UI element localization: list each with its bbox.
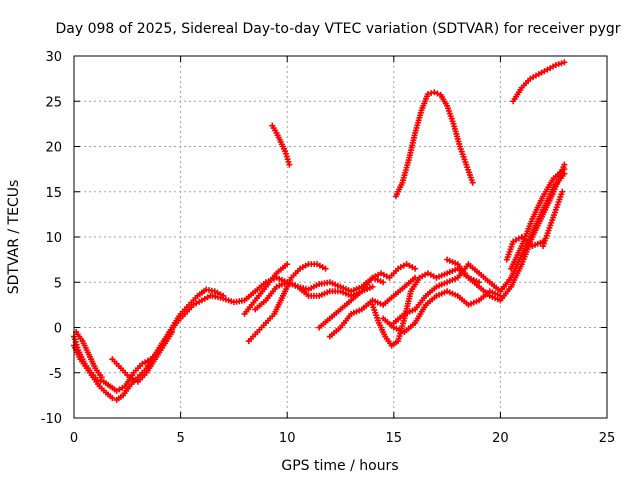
data-point xyxy=(552,62,559,69)
data-point xyxy=(284,261,291,268)
y-tick-label: -5 xyxy=(49,367,62,382)
data-point xyxy=(380,279,387,286)
data-point xyxy=(469,179,476,186)
data-point xyxy=(558,60,565,67)
data-series xyxy=(510,59,568,105)
y-tick-label: 15 xyxy=(45,186,62,201)
x-tick-label: 10 xyxy=(279,431,296,446)
grid xyxy=(74,56,607,418)
data-series xyxy=(316,261,419,331)
data-series xyxy=(497,170,568,295)
data-point xyxy=(431,89,438,96)
x-tick-label: 25 xyxy=(599,431,616,446)
data-series xyxy=(252,279,376,313)
data-point xyxy=(369,283,376,290)
data-point xyxy=(412,265,419,272)
data-series xyxy=(269,122,293,168)
y-tick-label: 20 xyxy=(45,141,62,156)
axis-ticks: 0 5 10 15 20 25 -10 -5 0 5 10 15 20 25 30 xyxy=(41,50,616,446)
x-tick-label: 5 xyxy=(176,431,184,446)
data-series xyxy=(241,261,291,317)
y-tick-label: 10 xyxy=(45,231,62,246)
data-point xyxy=(424,91,431,98)
data-point xyxy=(109,395,116,402)
data-point xyxy=(169,329,176,336)
data-point xyxy=(428,90,435,97)
data-series xyxy=(392,89,476,200)
x-tick-label: 20 xyxy=(492,431,509,446)
data-point xyxy=(559,188,566,195)
data-point xyxy=(286,161,293,168)
data-point xyxy=(98,374,105,381)
data-point xyxy=(561,59,568,66)
data-series xyxy=(503,234,547,263)
data-point xyxy=(322,265,329,272)
data-point xyxy=(434,90,441,97)
y-tick-label: 30 xyxy=(45,50,62,65)
x-axis-title: GPS time / hours xyxy=(281,458,398,474)
data-point xyxy=(561,166,568,173)
data-point xyxy=(555,61,562,68)
data-series xyxy=(369,265,483,349)
y-tick-label: 25 xyxy=(45,95,62,110)
data-series xyxy=(245,261,329,345)
data-series xyxy=(73,329,105,381)
x-tick-label: 15 xyxy=(386,431,403,446)
y-axis-title: SDTVAR / TECUs xyxy=(6,180,22,295)
data-point xyxy=(94,376,101,383)
y-tick-label: 5 xyxy=(54,276,62,291)
data-series xyxy=(540,188,566,250)
x-tick-label: 0 xyxy=(70,431,78,446)
y-tick-label: -10 xyxy=(41,412,62,427)
chart-title: Day 098 of 2025, Sidereal Day-to-day VTE… xyxy=(55,21,620,37)
y-tick-label: 0 xyxy=(54,322,62,337)
data-point xyxy=(97,377,104,384)
data-points xyxy=(71,59,568,403)
data-series xyxy=(109,329,176,385)
